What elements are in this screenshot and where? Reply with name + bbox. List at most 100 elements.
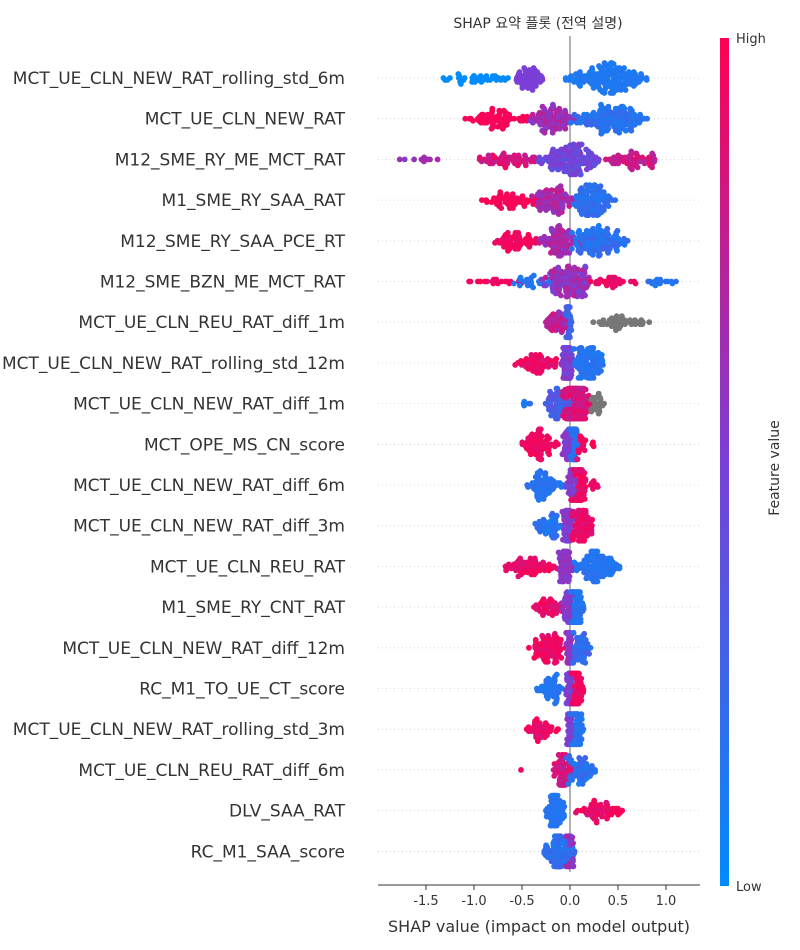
shap-point xyxy=(542,852,549,859)
shap-point xyxy=(563,249,569,256)
shap-point xyxy=(562,77,569,83)
shap-point xyxy=(565,781,572,787)
shap-point xyxy=(526,243,533,250)
shap-point xyxy=(557,252,564,259)
shap-point xyxy=(532,352,539,358)
shap-point xyxy=(553,610,560,616)
shap-point xyxy=(570,629,577,636)
shap-point xyxy=(613,805,620,812)
shap-point xyxy=(579,728,586,735)
shap-point xyxy=(543,319,549,326)
shap-point xyxy=(580,154,587,161)
feature-points xyxy=(519,426,597,463)
shap-point xyxy=(471,73,477,79)
shap-point xyxy=(614,227,621,234)
shap-point xyxy=(496,107,503,114)
feature-points xyxy=(520,385,607,422)
shap-point xyxy=(500,150,507,157)
shap-point xyxy=(553,439,559,446)
shap-point xyxy=(630,83,637,89)
chart-title: SHAP 요약 플롯 (전역 설명) xyxy=(453,16,622,32)
shap-point xyxy=(582,437,589,444)
shap-point xyxy=(626,109,633,116)
shap-point xyxy=(542,241,549,248)
shap-point xyxy=(531,555,538,562)
shap-point xyxy=(516,282,523,289)
shap-point xyxy=(595,222,602,229)
feature-points xyxy=(531,589,587,625)
feature-label: MCT_OPE_MS_CN_score xyxy=(144,435,345,455)
shap-point xyxy=(583,284,590,291)
shap-point xyxy=(539,77,546,83)
shap-point xyxy=(590,548,596,555)
shap-point xyxy=(582,755,589,761)
shap-point xyxy=(612,105,619,112)
shap-point xyxy=(570,141,577,148)
shap-point xyxy=(560,375,567,381)
shap-point xyxy=(572,711,578,718)
shap-point xyxy=(462,115,469,122)
x-tick-label: 0.5 xyxy=(608,894,629,909)
shap-point xyxy=(565,578,571,585)
shap-point xyxy=(584,532,591,539)
shap-point xyxy=(563,293,570,300)
shap-point xyxy=(517,274,524,281)
colorbar-title: Feature value xyxy=(767,420,783,516)
shap-point xyxy=(584,640,591,647)
shap-point xyxy=(532,451,539,458)
shap-point xyxy=(646,160,653,167)
shap-point xyxy=(571,850,578,857)
shap-point xyxy=(565,490,572,496)
shap-point xyxy=(549,510,556,517)
shap-point xyxy=(512,245,519,252)
shap-point xyxy=(485,152,492,159)
shap-point xyxy=(590,486,596,492)
shap-point xyxy=(530,284,536,291)
feature-label: MCT_UE_CLN_REU_RAT xyxy=(150,557,346,577)
shap-point xyxy=(539,439,546,446)
shap-point xyxy=(536,109,543,116)
shap-point xyxy=(621,154,628,161)
shap-point xyxy=(606,317,613,324)
shap-point xyxy=(531,154,538,161)
shap-point xyxy=(615,152,622,159)
feature-points xyxy=(543,304,653,341)
feature-points xyxy=(479,182,619,219)
shap-point xyxy=(558,654,565,661)
shap-point xyxy=(576,741,583,748)
shap-point xyxy=(574,700,581,707)
shap-point xyxy=(491,195,497,202)
shap-point xyxy=(543,813,550,820)
shap-point xyxy=(581,189,588,196)
shap-point xyxy=(401,156,408,163)
shap-point xyxy=(549,327,555,334)
shap-point xyxy=(562,386,569,393)
shap-point xyxy=(576,537,583,544)
shap-point xyxy=(548,268,555,275)
shap-point xyxy=(545,154,552,161)
shap-point xyxy=(514,162,521,169)
shap-point xyxy=(560,799,567,806)
shap-point xyxy=(533,716,540,723)
shap-point xyxy=(598,321,604,328)
shap-point xyxy=(589,763,595,769)
shap-point xyxy=(571,559,578,566)
shap-point xyxy=(529,193,535,200)
shap-point xyxy=(588,530,595,537)
shap-point xyxy=(584,121,590,128)
shap-point xyxy=(546,394,553,401)
shap-point xyxy=(628,127,635,134)
shap-point xyxy=(548,187,555,194)
shap-point xyxy=(600,278,607,285)
feature-points xyxy=(396,141,658,178)
shap-point xyxy=(521,65,528,71)
shap-point xyxy=(562,107,568,114)
shap-point xyxy=(497,77,504,83)
shap-point xyxy=(573,497,579,503)
shap-point xyxy=(591,247,598,254)
shap-point xyxy=(493,113,500,120)
shap-point xyxy=(540,612,546,618)
shap-point xyxy=(597,573,604,580)
shap-point xyxy=(590,109,597,116)
shap-point xyxy=(502,199,509,206)
